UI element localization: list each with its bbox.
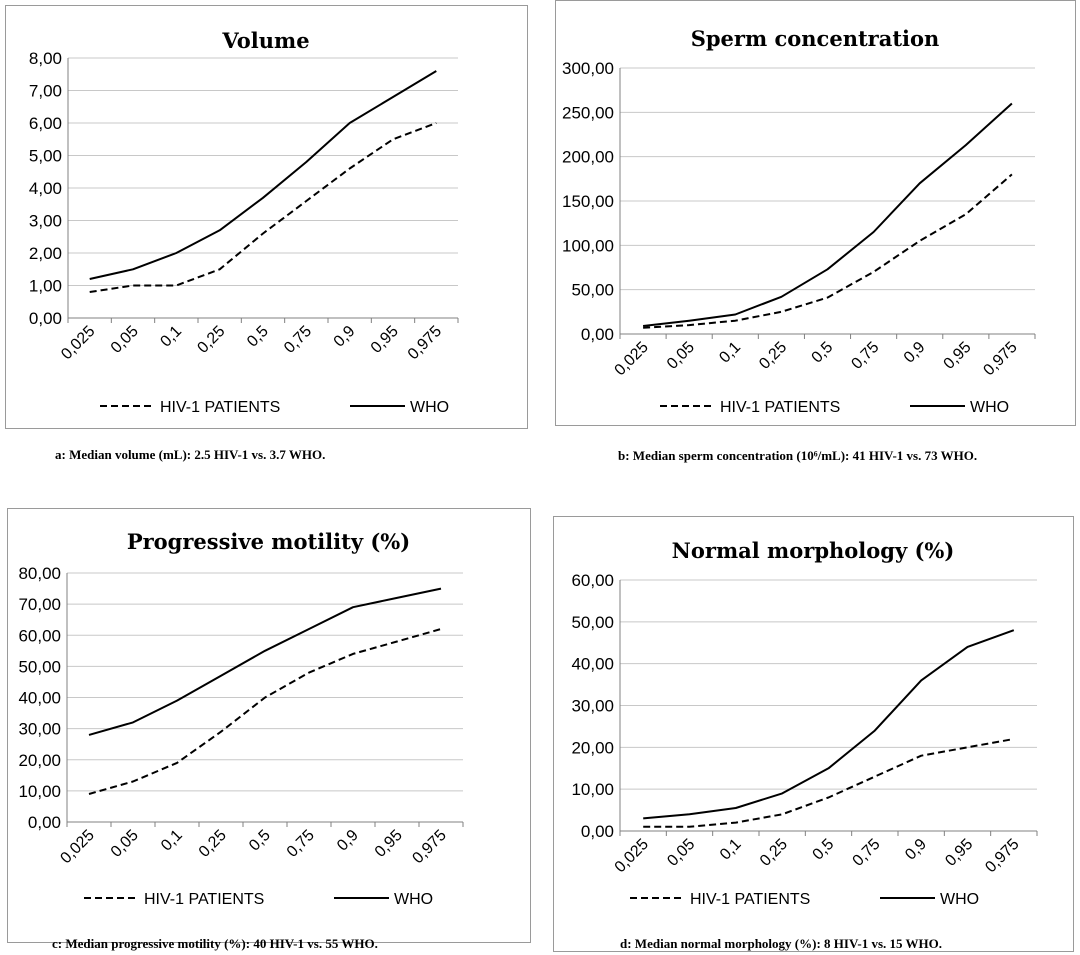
y-tick-label: 50,00: [18, 657, 61, 676]
y-tick-label: 300,00: [562, 59, 614, 78]
y-tick-label: 60,00: [18, 626, 61, 645]
y-tick-label: 80,00: [18, 564, 61, 583]
y-tick-label: 40,00: [18, 689, 61, 708]
sperm-concentration-caption: b: Median sperm concentration (10⁶/mL): …: [618, 448, 978, 463]
y-tick-label: 30,00: [18, 720, 61, 739]
series-line-who: [89, 70, 437, 280]
y-tick-label: 250,00: [562, 103, 614, 122]
legend-label-hiv: HIV-1 PATIENTS: [160, 399, 280, 416]
legend-label-hiv: HIV-1 PATIENTS: [690, 891, 810, 908]
y-tick-label: 4,00: [29, 179, 62, 198]
chart-frame: [7, 508, 531, 943]
series-line-hiv: [88, 628, 442, 795]
series-line-hiv: [643, 173, 1013, 329]
chart-frame: [555, 0, 1076, 426]
sperm-concentration-chart-panel: Sperm concentration 0,00 50,00 100,00 150,00…: [540, 0, 1080, 480]
progressive-motility-chart-panel: Progressive motility (%) 0,00 10,00 20,00 30…: [0, 480, 540, 955]
y-tick-label: 0,00: [581, 822, 614, 841]
y-tick-label: 0,00: [581, 325, 614, 344]
y-tick-label: 60,00: [571, 571, 614, 590]
y-tick-label: 10,00: [18, 782, 61, 801]
y-tick-label: 70,00: [18, 595, 61, 614]
y-tick-label: 7,00: [29, 82, 62, 101]
chart-title: Progressive motility (%): [127, 529, 410, 554]
chart-title: Sperm concentration: [691, 26, 940, 51]
legend-label-who: WHO: [940, 891, 979, 908]
y-tick-label: 5,00: [29, 147, 62, 166]
volume-chart-panel: Volume 0,00 1,00 2,00 3,00 4,00 5,00 6,00 7,00 8,…: [0, 0, 540, 480]
chart-title: Volume: [221, 28, 309, 53]
legend-label-who: WHO: [970, 399, 1009, 416]
series-line-hiv: [89, 122, 437, 293]
progressive-motility-chart: Progressive motility (%) 0,00 10,00 20,00 30…: [7, 508, 531, 943]
chart-frame: [553, 516, 1074, 952]
y-tick-label: 3,00: [29, 212, 62, 231]
legend-label-who: WHO: [410, 399, 449, 416]
y-tick-label: 2,00: [29, 244, 62, 263]
normal-morphology-chart: Normal morphology (%) 0,00 10,00 20,00 30,00…: [553, 516, 1074, 952]
chart-frame: [5, 5, 528, 429]
y-tick-label: 100,00: [562, 236, 614, 255]
legend-label-who: WHO: [394, 891, 433, 908]
series-line-who: [88, 587, 442, 736]
y-tick-label: 20,00: [18, 751, 61, 770]
volume-caption: a: Median volume (mL): 2.5 HIV-1 vs. 3.7…: [55, 447, 326, 462]
series-line-who: [642, 102, 1013, 327]
legend-label-hiv: HIV-1 PATIENTS: [144, 891, 264, 908]
progressive-motility-caption: c: Median progressive motility (%): 40 H…: [52, 936, 378, 951]
y-tick-label: 50,00: [571, 281, 614, 300]
chart-title: Normal morphology (%): [672, 538, 955, 563]
y-tick-label: 6,00: [29, 114, 62, 133]
y-tick-label: 0,00: [29, 309, 62, 328]
y-tick-label: 150,00: [562, 192, 614, 211]
series-line-who: [643, 629, 1015, 820]
y-tick-label: 0,00: [28, 813, 61, 832]
sperm-concentration-chart: Sperm concentration 0,00 50,00 100,00 150,00…: [555, 0, 1076, 426]
legend-label-hiv: HIV-1 PATIENTS: [720, 399, 840, 416]
y-tick-label: 200,00: [562, 148, 614, 167]
y-tick-label: 30,00: [571, 697, 614, 716]
y-tick-label: 8,00: [29, 49, 62, 68]
volume-chart: Volume 0,00 1,00 2,00 3,00 4,00 5,00 6,00 7,00 8,…: [5, 5, 528, 429]
y-tick-label: 20,00: [571, 738, 614, 757]
normal-morphology-caption: d: Median normal morphology (%): 8 HIV-1…: [620, 936, 942, 951]
y-tick-label: 10,00: [571, 780, 614, 799]
normal-morphology-chart-panel: Normal morphology (%) 0,00 10,00 20,00 30,00…: [540, 480, 1080, 955]
series-line-hiv: [643, 738, 1014, 828]
y-tick-label: 40,00: [571, 655, 614, 674]
y-tick-label: 1,00: [29, 277, 62, 296]
y-tick-label: 50,00: [571, 613, 614, 632]
